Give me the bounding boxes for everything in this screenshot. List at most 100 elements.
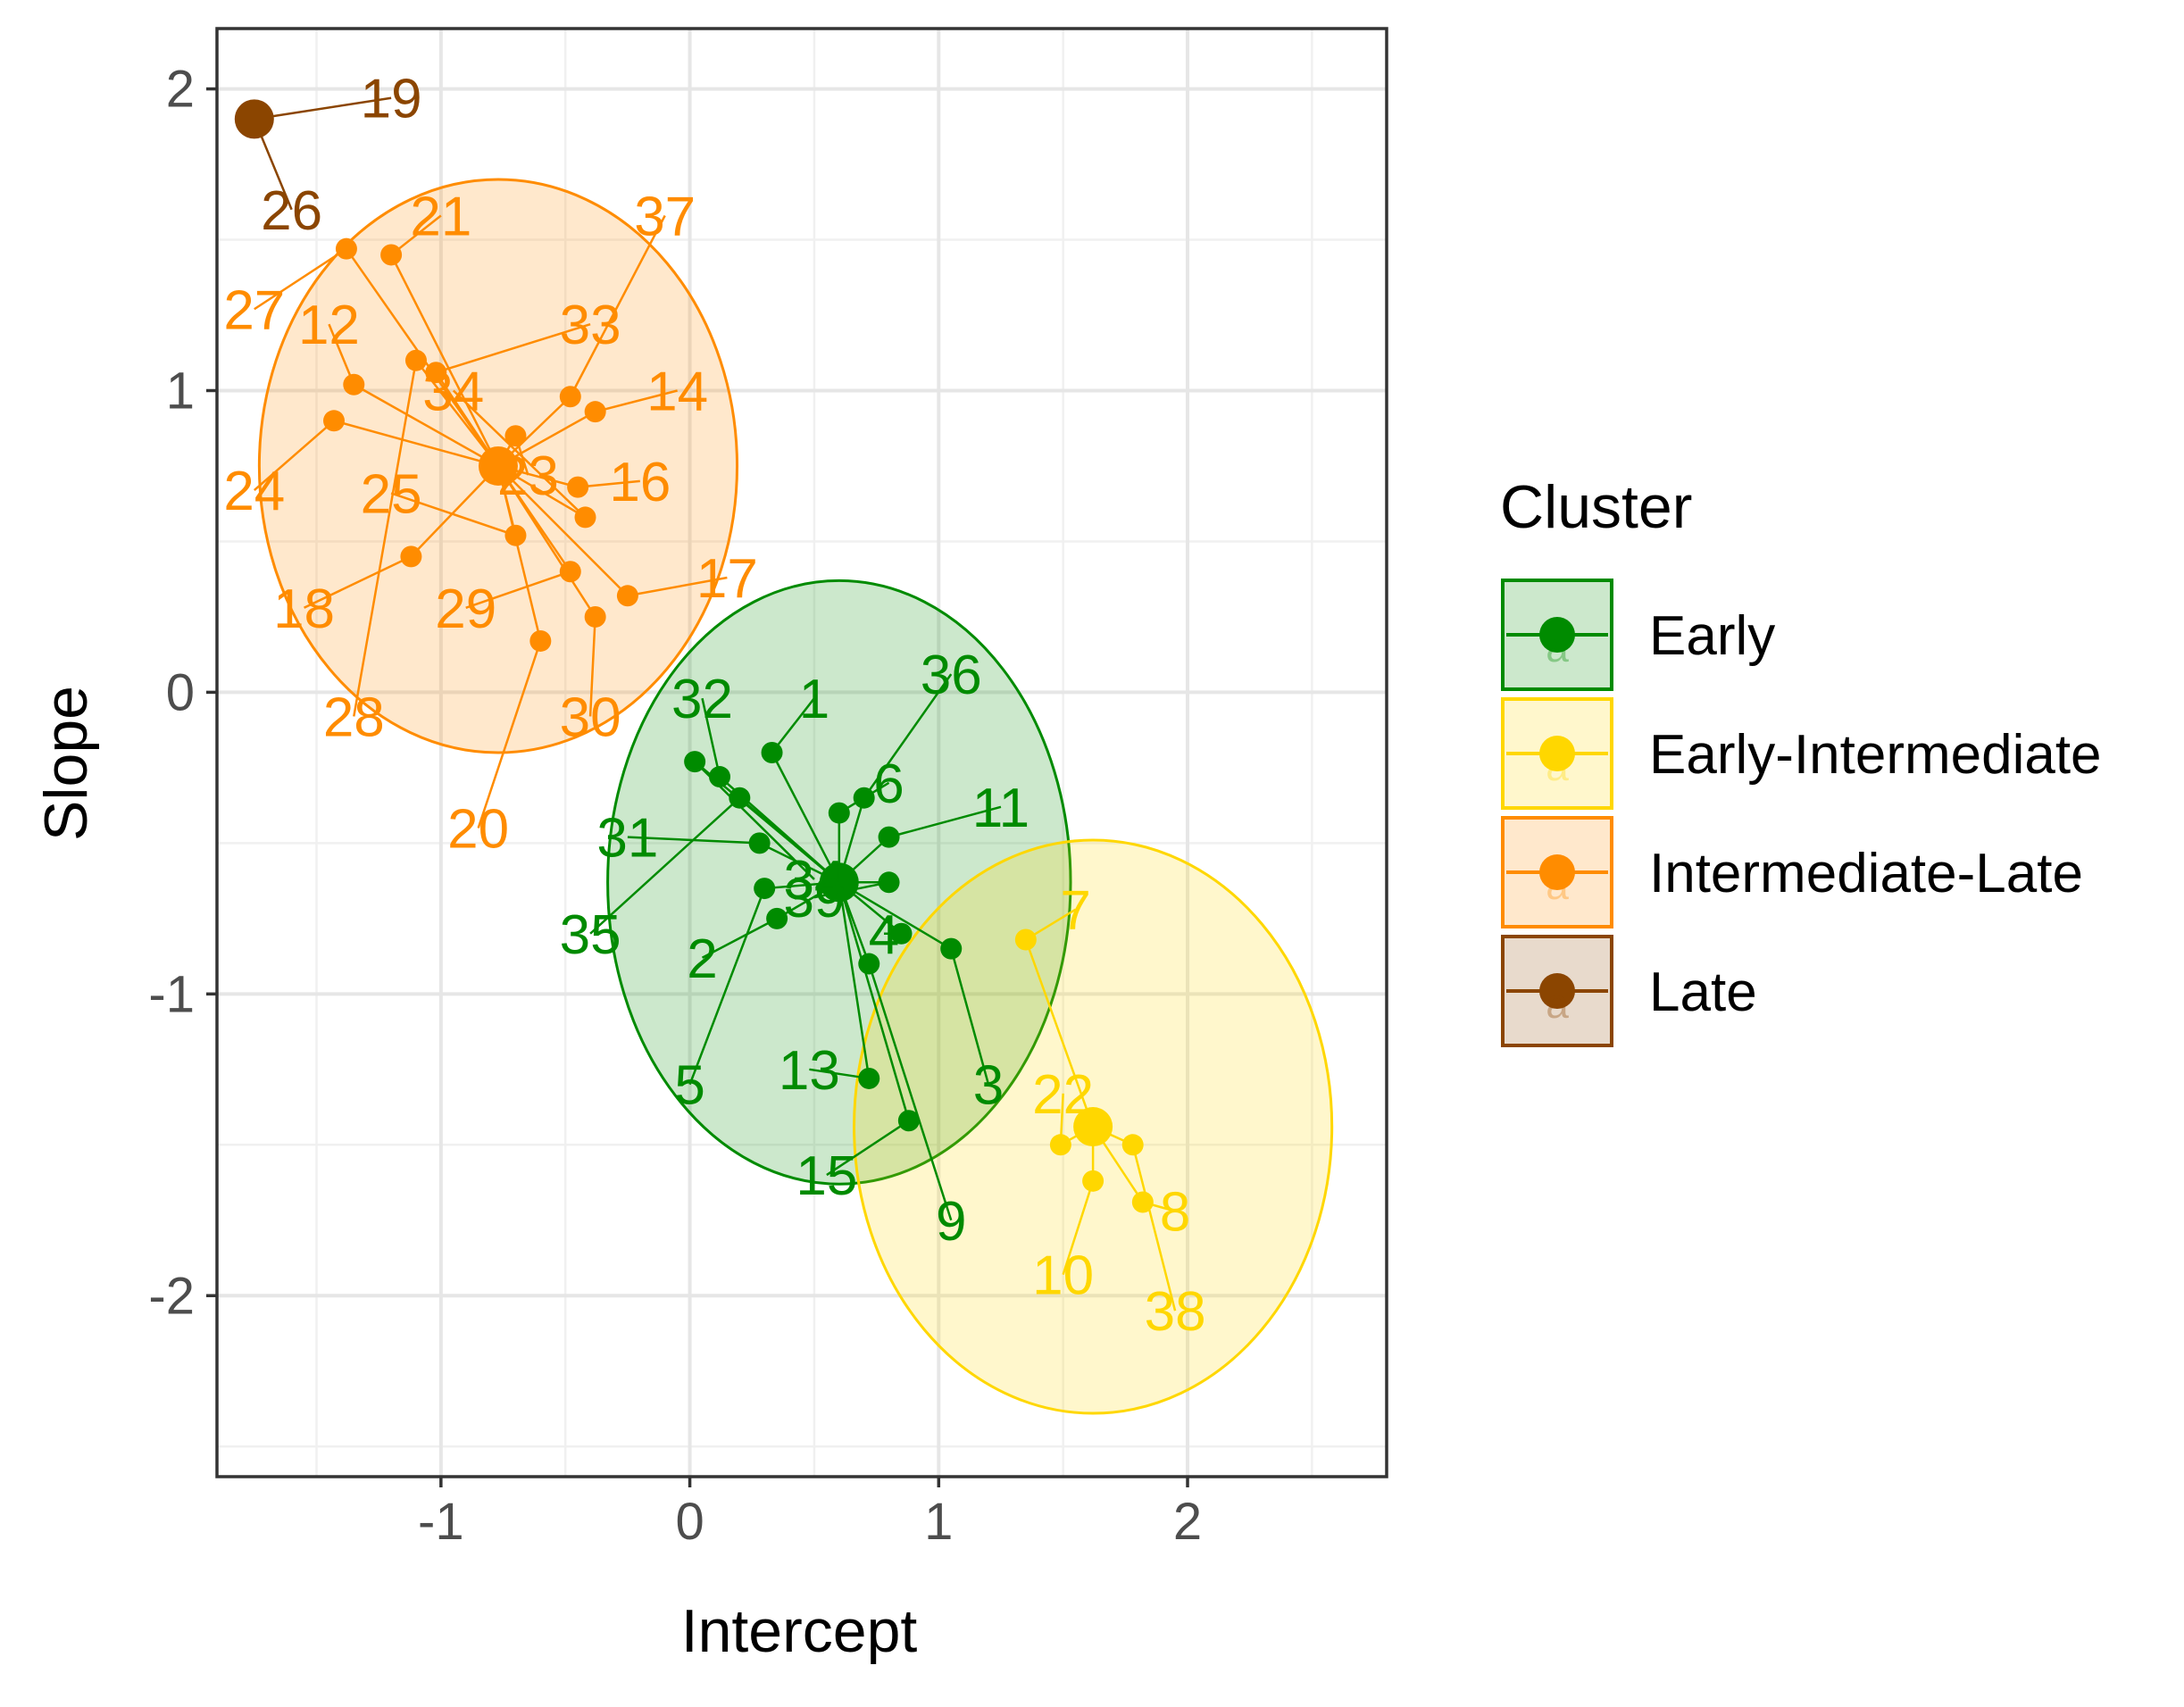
data-point [858, 953, 880, 975]
point-label: 28 [323, 687, 385, 748]
centroid-spoke [410, 465, 499, 558]
point-label: 18 [273, 579, 335, 640]
cluster-centroid [234, 99, 274, 139]
data-point [584, 401, 606, 423]
point-label: 32 [671, 669, 733, 730]
y-tick-label: -2 [148, 1267, 195, 1325]
centroid-spoke [838, 881, 952, 950]
label-leader [353, 360, 418, 717]
label-leader [868, 963, 953, 1221]
point-label: 29 [435, 579, 496, 640]
legend-item: a Early-Intermediate [1501, 697, 2102, 810]
data-point [828, 802, 850, 824]
point-label: 16 [609, 452, 671, 513]
label-leader [452, 389, 587, 519]
data-point [684, 751, 706, 773]
legend-key-point [1539, 973, 1575, 1009]
point-label: 26 [261, 180, 322, 242]
data-point [1014, 928, 1037, 951]
point-label: 21 [410, 187, 471, 248]
label-leader [569, 214, 666, 397]
label-leader [254, 247, 347, 311]
label-leader [863, 673, 953, 799]
label-leader [589, 796, 741, 935]
point-label: 20 [447, 798, 509, 860]
data-point [897, 1110, 920, 1132]
centroid-spoke [738, 796, 840, 884]
point-label: 8 [1160, 1182, 1190, 1244]
data-point [504, 524, 527, 546]
y-tick-label: 2 [166, 61, 195, 119]
point-label: 34 [783, 850, 845, 912]
x-tick-label: 0 [675, 1493, 704, 1551]
data-point [1121, 1134, 1144, 1156]
label-leader [627, 576, 728, 597]
point-label: 19 [361, 69, 422, 130]
x-axis: -1 0 1 2 [418, 1477, 1202, 1551]
point-label: 27 [223, 279, 285, 341]
point-label: 25 [361, 463, 422, 525]
data-point [878, 871, 900, 894]
y-axis: 2 1 0 -1 -2 [148, 61, 217, 1325]
data-point [323, 410, 345, 432]
label-leader [888, 805, 1002, 838]
point-label: 17 [696, 548, 758, 610]
legend-item: a Intermediate-Late [1501, 816, 2083, 928]
point-label: 36 [921, 645, 982, 706]
centroid-spoke [496, 465, 596, 618]
point-label: 38 [1145, 1281, 1206, 1343]
data-point [709, 766, 731, 788]
point-label: 2 [687, 928, 717, 990]
data-point [748, 832, 771, 854]
point-label: 33 [560, 295, 621, 356]
centroid-spoke [771, 752, 840, 883]
plot-panel-background [217, 29, 1387, 1477]
legend-label: Late [1649, 962, 1757, 1023]
label-leader [688, 887, 766, 1086]
data-point [1082, 1170, 1105, 1192]
legend-label: Early [1649, 605, 1775, 667]
data-point [504, 425, 527, 447]
label-leader [304, 555, 412, 609]
point-label: 7 [1060, 880, 1090, 942]
point-label: 4 [869, 904, 899, 966]
centroid-spoke [389, 254, 500, 467]
cluster-centroid [1073, 1107, 1113, 1147]
legend-key-point [1539, 617, 1575, 653]
point-label: 39 [783, 868, 845, 929]
data-point [584, 605, 606, 628]
point-label: 13 [779, 1040, 840, 1102]
data-point [400, 545, 422, 568]
data-point [878, 826, 900, 848]
legend-key-point [1539, 736, 1575, 771]
label-leader [477, 640, 542, 829]
label-leader [1131, 1144, 1177, 1311]
point-label: 6 [873, 754, 904, 815]
label-leader [328, 323, 355, 386]
legend-key-glyph: a [1546, 624, 1569, 670]
plot-panel [217, 29, 1387, 1477]
label-leader [1062, 1180, 1095, 1275]
data-point [1131, 1191, 1154, 1213]
point-label: 31 [596, 808, 658, 870]
x-tick-label: 1 [924, 1493, 953, 1551]
data-point [761, 742, 783, 763]
label-leader [588, 616, 596, 717]
y-tick-label: 1 [166, 362, 195, 421]
data-point [529, 629, 552, 652]
legend-item: a Late [1501, 935, 1757, 1047]
data-point [890, 922, 913, 945]
data-point [404, 349, 427, 371]
cluster-centroid [478, 445, 518, 486]
data-point [574, 506, 596, 529]
label-leader [826, 1120, 910, 1177]
point-label: 35 [560, 904, 621, 966]
point-label: 22 [1032, 1064, 1094, 1126]
label-leader [701, 917, 778, 959]
data-point [425, 362, 447, 384]
point-label: 15 [796, 1145, 857, 1207]
data-point [858, 1067, 880, 1089]
y-tick-label: 0 [166, 663, 195, 721]
label-leader [254, 96, 392, 121]
